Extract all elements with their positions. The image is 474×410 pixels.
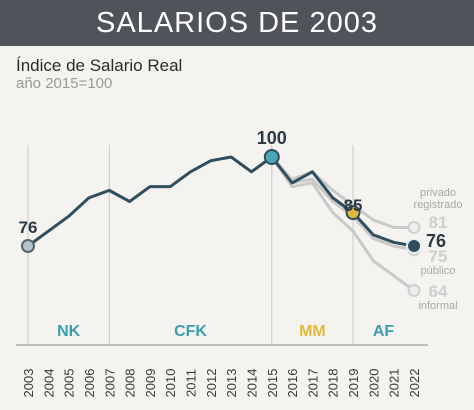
x-tick-2017: 2017 [305,369,320,398]
x-tick-2015: 2015 [265,369,280,398]
x-tick-2022: 2022 [407,369,422,398]
x-tick-2008: 2008 [123,369,138,398]
x-tick-2010: 2010 [163,369,178,398]
x-tick-2019: 2019 [346,369,361,398]
series-line-ref-3 [270,156,415,292]
x-tick-2006: 2006 [82,369,97,398]
data-label-2003: 76 [19,218,38,237]
legend-value-informal: 64 [429,282,448,301]
legend-value-privado: 81 [429,213,448,232]
x-tick-2011: 2011 [184,369,199,397]
legend-label-informal: informal [418,300,457,312]
series-end-point-ref-3 [407,284,421,297]
x-tick-2013: 2013 [224,369,239,398]
period-label-cfk: CFK [174,323,207,340]
x-tick-2014: 2014 [244,369,259,398]
data-label-2019: 85 [344,196,363,215]
data-label-2015: 100 [257,128,287,148]
x-tick-2003: 2003 [21,369,36,398]
data-label-2022: 76 [426,231,446,251]
x-tick-2004: 2004 [41,369,56,398]
series-end-point-ref-1 [407,220,421,234]
x-tick-2009: 2009 [143,369,158,398]
series-line-ref-1 [270,155,414,229]
legend-value-publico: 75 [429,247,448,266]
x-tick-2007: 2007 [102,369,117,398]
x-tick-2016: 2016 [285,369,300,398]
x-tick-2012: 2012 [204,369,219,398]
period-label-nk: NK [57,323,81,340]
x-tick-2020: 2020 [366,369,381,398]
chart-subtitle-base-year: año 2015=100 [16,75,113,92]
data-point-2015 [263,149,280,165]
legend-label-publico: público [421,265,456,277]
x-tick-2018: 2018 [326,369,341,398]
data-point-2003 [21,239,35,253]
legend-label-privado: privado [420,187,456,199]
x-tick-2021: 2021 [387,369,402,398]
chart-title: SALARIOS DE 2003 [0,0,474,46]
legend-label-registrado: registrado [414,199,463,211]
data-point-2022 [406,238,422,254]
period-label-mm: MM [299,323,326,340]
x-tick-2005: 2005 [62,369,77,398]
data-point-2019 [345,205,361,221]
period-label-af: AF [373,323,395,340]
chart-subtitle: Índice de Salario Real [16,56,183,75]
